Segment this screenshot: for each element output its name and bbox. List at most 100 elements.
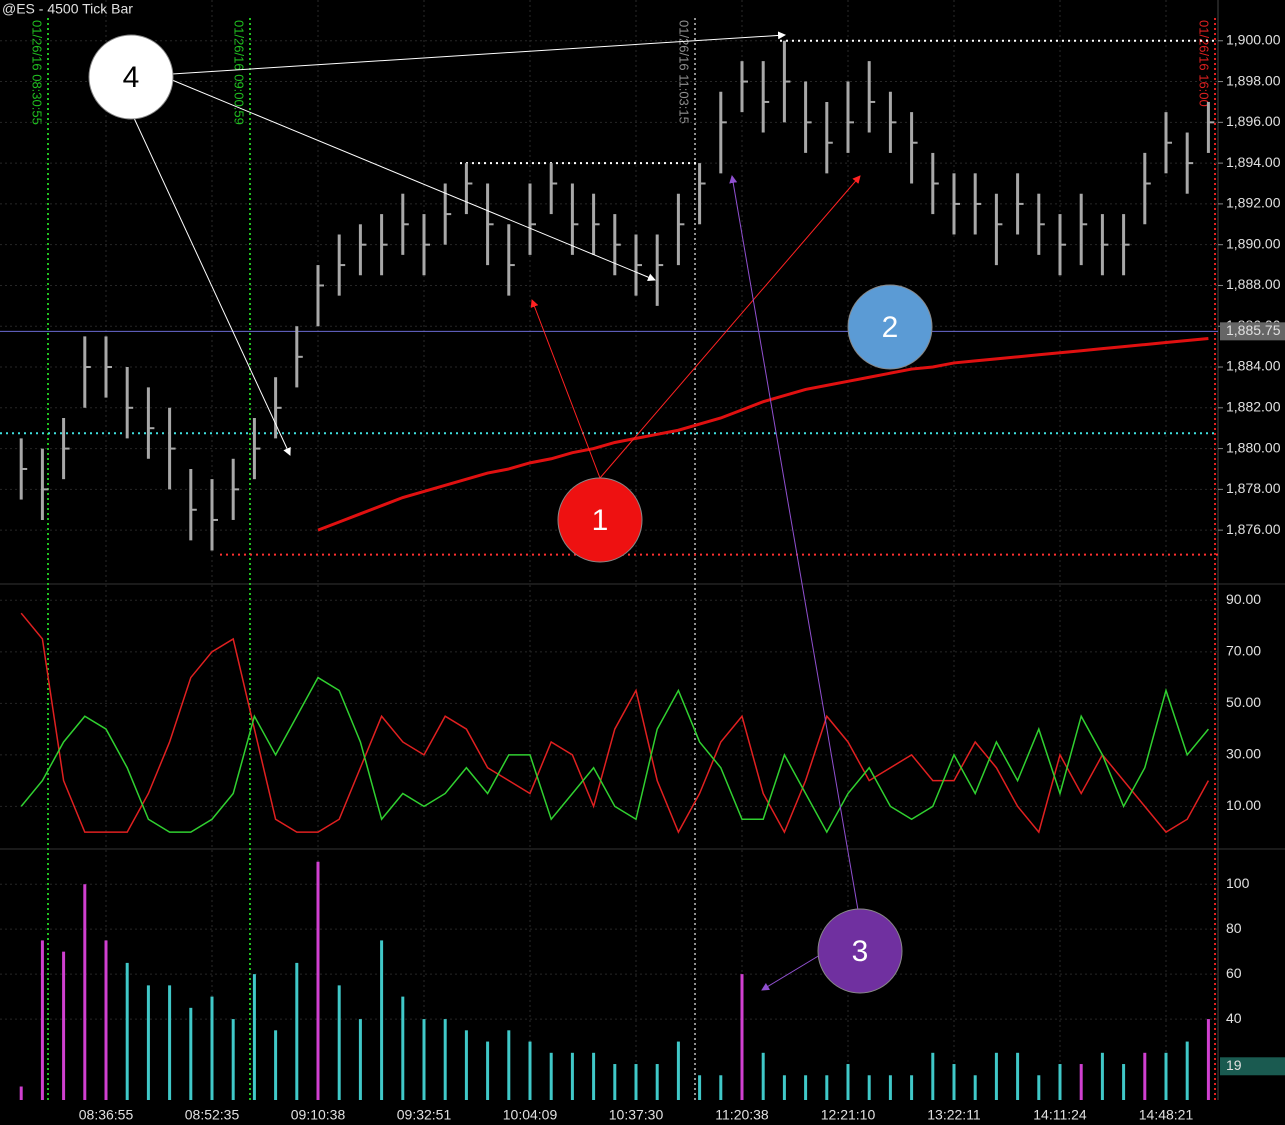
volume-bar	[867, 1075, 871, 1100]
volume-bar	[443, 1019, 447, 1100]
annotation-circle	[847, 284, 933, 370]
x-tick-label: 10:37:30	[609, 1107, 664, 1123]
volume-bar	[1079, 1064, 1083, 1100]
y-tick-label: 90.00	[1226, 591, 1261, 607]
volume-bar	[464, 1030, 468, 1100]
oscillator-line	[20, 612, 1210, 834]
y-tick-label: 1,888.00	[1226, 276, 1281, 292]
volume-bar	[295, 962, 299, 1100]
volume-bar	[804, 1075, 808, 1100]
volume-bar	[337, 985, 341, 1100]
x-tick-label: 12:21:10	[821, 1107, 876, 1123]
price-level-box	[1220, 322, 1285, 341]
x-tick-label: 14:48:21	[1139, 1107, 1194, 1123]
annotation-circle	[817, 908, 903, 994]
annotation-arrow	[171, 31, 786, 75]
annotation-circle	[557, 477, 643, 563]
volume-bar	[952, 1064, 956, 1100]
volume-bar	[83, 884, 87, 1100]
volume-bar	[231, 1019, 235, 1100]
annotation-arrow	[530, 299, 601, 479]
x-tick-label: 13:22:11	[927, 1107, 981, 1123]
volume-bar	[888, 1075, 892, 1100]
volume-bar	[846, 1064, 850, 1100]
y-tick-label: 80	[1226, 920, 1242, 936]
session-label: 01/26/16 08:30:55	[30, 20, 45, 125]
volume-bar	[1122, 1064, 1126, 1100]
y-tick-label: 60	[1226, 965, 1242, 981]
y-tick-label: 100	[1226, 875, 1250, 891]
volume-bar	[1143, 1052, 1147, 1100]
volume-bar	[316, 861, 320, 1100]
y-tick-label: 1,898.00	[1226, 72, 1281, 88]
volume-bar	[1206, 1019, 1210, 1100]
volume-bar	[931, 1052, 935, 1100]
oscillator-line	[20, 676, 1209, 834]
volume-bar	[994, 1052, 998, 1100]
volume-bar	[189, 1007, 193, 1100]
volume-bar	[549, 1052, 553, 1100]
session-label: 01/26/16 11:03:15	[677, 20, 692, 124]
volume-bar	[1164, 1052, 1168, 1100]
annotation-arrow	[599, 175, 861, 479]
volume-bar	[740, 974, 744, 1100]
x-tick-label: 09:10:38	[291, 1107, 346, 1123]
volume-bar	[274, 1030, 278, 1100]
volume-bar	[613, 1064, 617, 1100]
annotation-arrow	[133, 117, 291, 456]
y-tick-label: 1,878.00	[1226, 480, 1281, 496]
volume-bar	[146, 985, 150, 1100]
volume-bar	[761, 1052, 765, 1100]
volume-bar	[676, 1041, 680, 1100]
volume-bar	[973, 1075, 977, 1100]
volume-bar	[40, 940, 44, 1100]
session-label: 01/26/16 09:00:59	[232, 20, 247, 125]
y-tick-label: 30.00	[1226, 746, 1261, 762]
volume-bar	[422, 1019, 426, 1100]
volume-bar	[1185, 1041, 1189, 1100]
last-value-box	[1220, 1057, 1285, 1076]
volume-bar	[1100, 1052, 1104, 1100]
volume-bar	[125, 962, 129, 1100]
volume-bar	[698, 1075, 702, 1100]
annotation-arrow	[729, 175, 859, 911]
volume-bar	[401, 996, 405, 1100]
volume-bar	[719, 1075, 723, 1100]
volume-bar	[592, 1052, 596, 1100]
y-tick-label: 1,890.00	[1226, 235, 1281, 251]
y-tick-label: 70.00	[1226, 643, 1261, 659]
x-tick-label: 14:11:24	[1033, 1107, 1087, 1123]
volume-bar	[104, 940, 108, 1100]
annotation-arrow	[171, 79, 656, 282]
volume-bar	[252, 974, 256, 1100]
annotation-circle	[88, 34, 174, 120]
annotation-label: 3	[852, 935, 869, 968]
volume-bar	[62, 951, 66, 1100]
y-tick-label: 1,896.00	[1226, 113, 1281, 129]
x-tick-label: 10:04:09	[503, 1107, 558, 1123]
x-tick-label: 08:52:35	[185, 1107, 240, 1123]
x-tick-label: 09:32:51	[397, 1107, 452, 1123]
volume-bar	[655, 1064, 659, 1100]
y-tick-label: 50.00	[1226, 694, 1261, 710]
volume-bar	[910, 1075, 914, 1100]
moving-average	[317, 336, 1209, 532]
annotation-label: 4	[123, 61, 140, 94]
y-tick-label: 1,892.00	[1226, 195, 1281, 211]
y-tick-label: 1,900.00	[1226, 31, 1281, 47]
volume-bar	[380, 940, 384, 1100]
y-tick-label: 1,882.00	[1226, 399, 1281, 415]
volume-bar	[570, 1052, 574, 1100]
annotation-arrow	[761, 954, 821, 991]
y-tick-label: 1,894.00	[1226, 154, 1281, 170]
volume-bar	[1016, 1052, 1020, 1100]
volume-bar	[1037, 1075, 1041, 1100]
volume-bar	[1058, 1064, 1062, 1100]
y-tick-label: 1,876.00	[1226, 521, 1281, 537]
y-tick-label: 40	[1226, 1010, 1242, 1026]
volume-bar	[507, 1030, 511, 1100]
annotation-label: 1	[592, 504, 609, 537]
volume-bar	[528, 1041, 532, 1100]
